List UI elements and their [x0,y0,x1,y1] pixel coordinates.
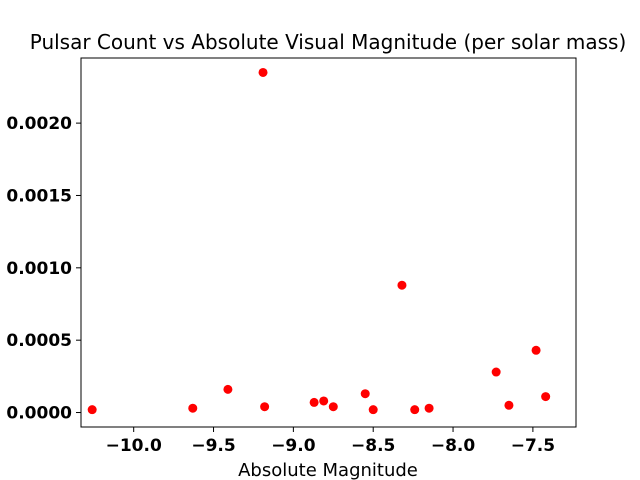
data-point [319,396,329,406]
x-tick-label: −10.0 [106,436,162,456]
data-point [309,397,319,407]
data-point [328,402,338,412]
data-point [87,405,97,415]
data-point [504,400,514,410]
data-point [397,280,407,290]
data-point [360,389,370,399]
data-point [223,384,233,394]
y-tick-label: 0.0000 [6,404,72,424]
x-axis-ticks: −10.0 −9.5 −9.0 −8.5 −8.0 −7.5 [106,427,555,456]
x-tick-label: −7.5 [511,436,555,456]
data-point [260,402,270,412]
data-points [87,67,551,415]
y-axis-ticks: 0.0000 0.0005 0.0010 0.0015 0.0020 [6,114,81,424]
y-tick-label: 0.0010 [6,259,72,279]
data-point [410,405,420,415]
data-point [368,405,378,415]
data-point [188,403,198,413]
chart-title: Pulsar Count vs Absolute Visual Magnitud… [30,30,627,54]
x-axis-label: Absolute Magnitude [238,460,418,480]
y-tick-label: 0.0020 [6,114,72,134]
x-tick-label: −8.5 [351,436,395,456]
data-point [541,392,551,402]
y-tick-label: 0.0005 [6,331,72,351]
data-point [258,67,268,77]
x-tick-label: −9.0 [271,436,316,456]
x-tick-label: −9.5 [191,436,235,456]
data-point [424,403,434,413]
y-tick-label: 0.0015 [6,186,72,206]
data-point [531,345,541,355]
plot-frame [80,57,577,428]
x-tick-label: −8.0 [431,436,476,456]
data-point [491,367,501,377]
